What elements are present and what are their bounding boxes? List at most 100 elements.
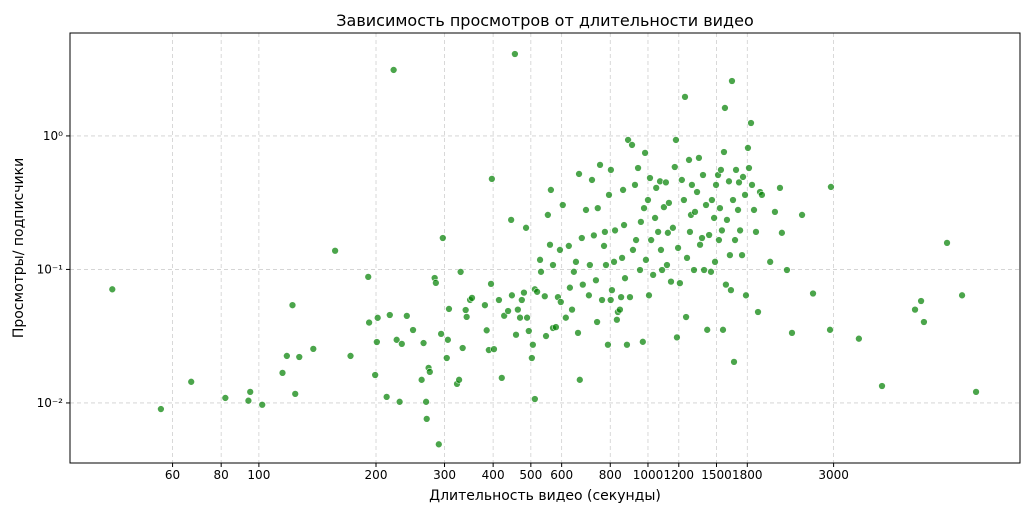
point [364,272,373,281]
point [616,305,624,314]
point [644,196,652,204]
point [610,257,618,266]
point [537,267,545,276]
point [717,166,725,174]
point [613,315,621,324]
point [798,211,806,219]
point [283,352,291,360]
point [577,234,586,242]
point [972,388,980,396]
point [512,330,520,339]
point [288,301,297,310]
point [575,170,583,178]
point [575,375,584,384]
point [382,393,391,401]
point [258,400,267,409]
point [878,382,886,390]
y-tick-label: 10⁰ [43,129,63,143]
point [434,440,443,449]
point [620,221,628,229]
point [651,214,659,222]
point [598,296,606,304]
point [605,190,613,199]
point [590,231,598,240]
point [618,254,626,262]
point [677,176,686,184]
point [558,201,567,209]
point [741,190,749,199]
point [588,176,596,184]
point [742,291,750,300]
point [529,340,537,349]
point [683,254,691,262]
point [693,188,701,196]
point [725,177,733,186]
point [917,297,925,305]
point [726,251,734,259]
point [735,178,743,187]
point [422,415,431,423]
point [958,291,966,300]
point [546,240,554,249]
point [514,305,522,314]
point [373,313,382,322]
point [729,196,737,204]
point [776,184,784,192]
point [417,375,426,384]
point [667,277,675,286]
point [608,286,616,294]
point [943,239,951,247]
point [619,186,627,194]
point [691,207,699,216]
point [628,141,636,149]
point [419,339,428,347]
point [682,313,690,321]
point [607,166,615,174]
point [516,313,524,322]
point [442,354,451,362]
point [695,154,703,162]
point [637,218,645,226]
point [511,50,519,58]
point [632,236,640,244]
point [636,266,644,274]
point [520,288,528,297]
point [487,279,495,288]
point [720,148,728,156]
point [664,228,672,237]
point [680,196,688,204]
point [702,201,710,209]
point [641,149,649,157]
point [642,255,650,264]
point [626,293,634,302]
point [778,228,786,237]
point [754,308,762,316]
point [646,174,654,182]
point [517,296,526,304]
point [309,345,318,353]
chart-title: Зависимость просмотров от длительности в… [336,11,754,30]
point [385,311,394,319]
point [592,276,600,285]
x-tick-label: 1800 [732,468,763,482]
point [278,369,287,377]
point [346,352,355,360]
x-tick-label: 1500 [701,468,732,482]
point [572,257,580,266]
point [738,251,746,259]
point [522,223,530,232]
point [425,367,434,376]
point [658,266,666,274]
point [481,301,489,310]
point [552,323,560,331]
point [672,136,680,144]
point [602,261,610,269]
point [827,183,835,191]
point [669,223,677,232]
point [723,216,731,224]
point [711,257,719,266]
x-tick-label: 600 [550,468,573,482]
point [495,296,503,304]
point [422,397,430,406]
point [530,395,539,403]
